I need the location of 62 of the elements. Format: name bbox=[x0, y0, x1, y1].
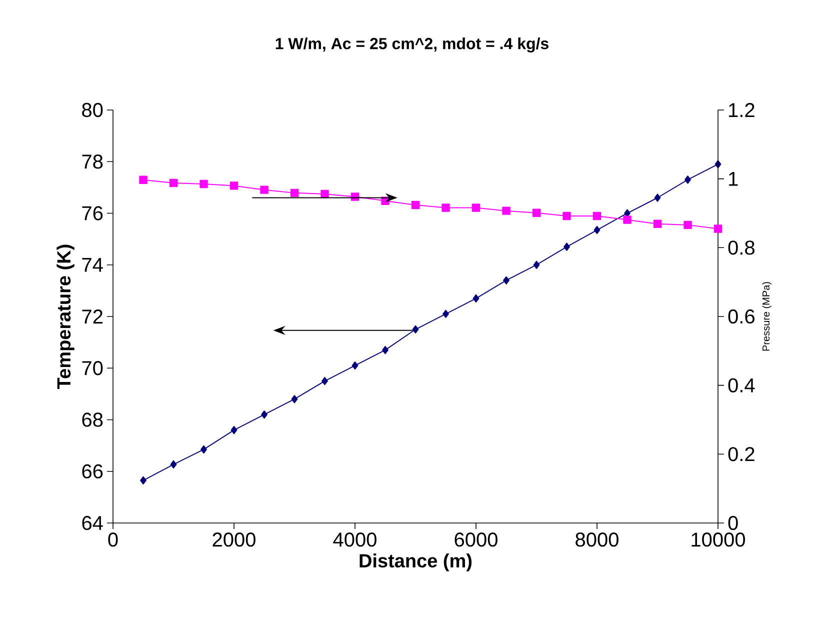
point bbox=[291, 394, 298, 404]
y2-axis-title: Pressure (MPa) bbox=[762, 282, 772, 351]
y-tick-label: 70 bbox=[82, 361, 103, 376]
y-tick-label: 64 bbox=[82, 516, 103, 530]
point bbox=[382, 346, 388, 354]
y-tick-label: 74 bbox=[82, 258, 103, 272]
y-tick-label: 72 bbox=[82, 310, 102, 324]
point bbox=[442, 204, 450, 212]
y-tick-label: 66 bbox=[82, 464, 103, 478]
point bbox=[170, 460, 177, 468]
point bbox=[654, 194, 661, 202]
point bbox=[533, 260, 540, 269]
y2-tick-label: 0.2 bbox=[728, 447, 754, 462]
point bbox=[502, 206, 510, 215]
point bbox=[140, 476, 146, 484]
point bbox=[169, 178, 178, 188]
point bbox=[562, 212, 571, 220]
x-tick-label: 2000 bbox=[212, 532, 256, 547]
y-axis-title: Temperature (K) bbox=[56, 244, 74, 389]
y2-tick-label: 1.2 bbox=[729, 103, 754, 117]
point bbox=[411, 200, 420, 210]
point bbox=[442, 310, 449, 318]
point bbox=[592, 212, 602, 220]
point bbox=[472, 204, 480, 212]
y2-tick-label: 0.8 bbox=[728, 240, 754, 255]
x-tick-label: 4000 bbox=[333, 532, 376, 547]
point bbox=[200, 445, 207, 454]
y-tick-label: 78 bbox=[82, 154, 103, 169]
point bbox=[594, 226, 600, 234]
point bbox=[684, 220, 692, 230]
point bbox=[714, 224, 722, 233]
chart-title: 1 W/m, Ac = 25 cm^2, mdot = .4 kg/s bbox=[276, 38, 548, 52]
y2-tick-label: 0.4 bbox=[728, 378, 755, 392]
point bbox=[139, 176, 148, 184]
point bbox=[261, 410, 268, 419]
point bbox=[503, 276, 510, 284]
x-tick-label: 10000 bbox=[692, 532, 746, 547]
x-axis-title: Distance (m) bbox=[360, 554, 472, 572]
x-tick-label: 0 bbox=[108, 532, 118, 547]
point bbox=[564, 242, 570, 251]
point bbox=[412, 325, 419, 334]
y-tick-label: 68 bbox=[82, 412, 103, 427]
point bbox=[260, 186, 268, 194]
point bbox=[230, 182, 238, 190]
point bbox=[320, 190, 329, 198]
y2-tick-label: 0 bbox=[728, 516, 738, 530]
point bbox=[653, 220, 662, 228]
point bbox=[322, 376, 328, 386]
point bbox=[684, 176, 691, 184]
point bbox=[230, 426, 238, 434]
point bbox=[623, 216, 632, 224]
y-tick-label: 80 bbox=[82, 102, 103, 118]
x-tick-label: 6000 bbox=[454, 532, 498, 547]
x-tick-label: 8000 bbox=[576, 532, 618, 547]
point bbox=[472, 294, 480, 303]
y2-tick-label: 1 bbox=[729, 172, 738, 186]
point bbox=[200, 180, 208, 188]
y2-tick-label: 0.6 bbox=[728, 309, 754, 324]
point bbox=[290, 188, 299, 198]
point bbox=[532, 208, 541, 217]
point bbox=[352, 361, 358, 370]
y-tick-label: 76 bbox=[82, 206, 103, 220]
